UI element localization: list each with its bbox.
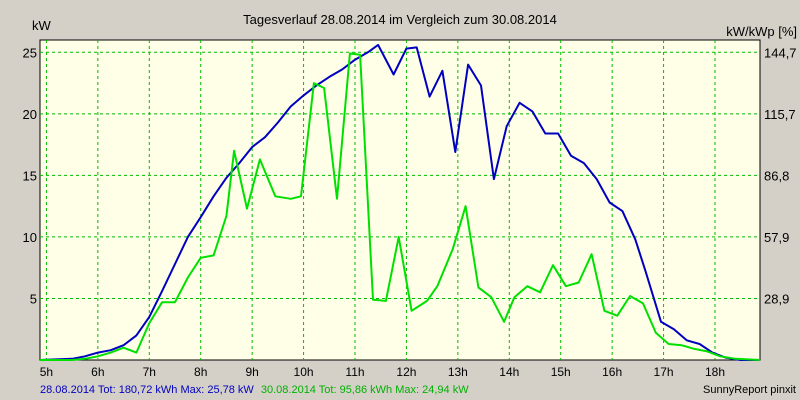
x-tick-label: 14h: [499, 365, 519, 379]
chart-title: Tagesverlauf 28.08.2014 im Vergleich zum…: [243, 12, 557, 27]
x-tick-label: 10h: [294, 365, 314, 379]
footer-credit: SunnyReport pinxit: [703, 384, 796, 396]
x-tick-label: 6h: [91, 365, 104, 379]
x-tick-label: 7h: [143, 365, 156, 379]
y-tick-label: 10: [23, 230, 37, 245]
series-line-green: [40, 52, 761, 361]
y-axis-label: kW: [32, 18, 52, 33]
y2-tick-label: 86,8: [764, 168, 789, 183]
x-tick-label: 9h: [245, 365, 258, 379]
x-tick-label: 12h: [396, 365, 416, 379]
x-tick-label: 17h: [654, 365, 674, 379]
x-tick-label: 18h: [705, 365, 725, 379]
x-tick-label: 15h: [551, 365, 571, 379]
y2-axis-label: kW/kWp [%]: [726, 24, 797, 39]
x-tick-label: 11h: [345, 365, 364, 379]
series-line-blue: [39, 43, 760, 361]
footer-blue-text: 28.08.2014 Tot: 180,72 kWh Max: 25,78 kW: [40, 384, 254, 396]
tick-labels: 5h 6h 7h 8h 9h 10h 11h 12h 13h 14h 15h 16h 17h 18h 5 28…: [23, 45, 797, 379]
plot-area: [39, 39, 761, 361]
x-tick-label: 5h: [40, 365, 53, 379]
x-tick-label: 16h: [602, 365, 622, 379]
y-tick-label: 5: [30, 291, 37, 306]
footer-green-text: 30.08.2014 Tot: 95,86 kWh Max: 24,94 kW: [261, 384, 469, 396]
footer-legend: 28.08.2014 Tot: 180,72 kWh Max: 25,78 kW…: [40, 384, 469, 396]
y2-tick-label: 57,9: [764, 230, 789, 245]
x-tick-label: 8h: [194, 365, 207, 379]
series-lines: [39, 43, 761, 361]
x-tick-label: 13h: [448, 365, 468, 379]
y2-tick-label: 28,9: [764, 291, 789, 306]
y-tick-label: 25: [23, 45, 37, 60]
y-tick-label: 15: [23, 168, 37, 183]
y2-tick-label: 115,7: [764, 107, 796, 122]
y2-tick-label: 144,7: [764, 45, 797, 60]
grid: [40, 40, 760, 360]
y-tick-label: 20: [23, 107, 37, 122]
